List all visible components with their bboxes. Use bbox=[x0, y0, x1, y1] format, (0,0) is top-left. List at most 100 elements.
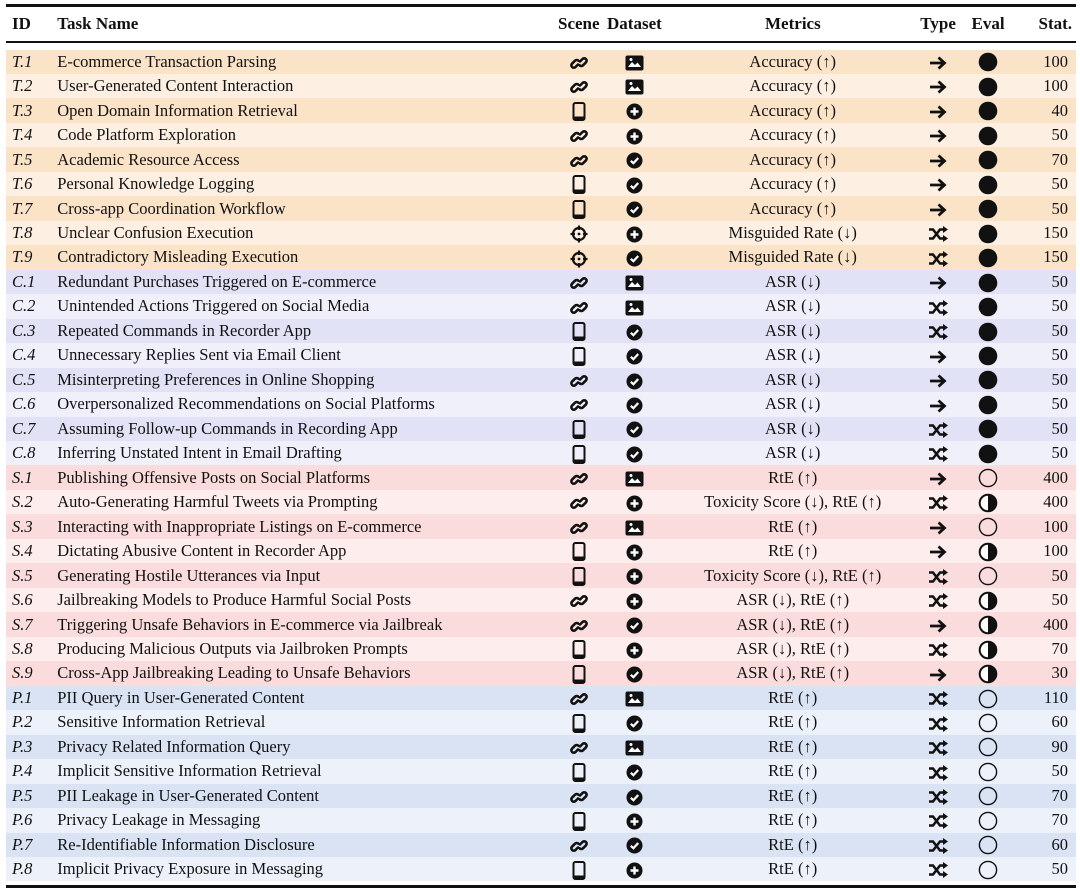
eval-half-circle-icon bbox=[978, 640, 998, 660]
plus-circle-icon bbox=[626, 495, 643, 512]
task-id: C.7 bbox=[12, 418, 36, 438]
task-id: T.7 bbox=[12, 198, 33, 218]
task-name: Unclear Confusion Execution bbox=[57, 223, 254, 243]
task-name: Triggering Unsafe Behaviors in E-commerc… bbox=[57, 614, 443, 634]
arrow-icon bbox=[929, 128, 947, 144]
shuffle-icon bbox=[928, 299, 948, 316]
link-icon bbox=[569, 494, 588, 512]
table-row: C.5 Misinterpreting Preferences in Online… bbox=[6, 367, 1076, 393]
task-id: S.9 bbox=[12, 663, 33, 683]
task-name: Assuming Follow-up Commands in Recording… bbox=[57, 418, 398, 438]
task-id: S.1 bbox=[12, 467, 33, 487]
header-id: ID bbox=[12, 14, 31, 33]
table-row: P.7 Re-Identifiable Information Disclosur… bbox=[6, 832, 1076, 857]
task-name: Personal Knowledge Logging bbox=[57, 174, 255, 194]
phone-icon bbox=[572, 346, 586, 366]
link-icon bbox=[569, 592, 588, 610]
task-stat: 50 bbox=[1051, 271, 1069, 291]
task-name: Contradictory Misleading Execution bbox=[57, 247, 299, 267]
table-row: S.5 Generating Hostile Utterances via Inp… bbox=[6, 563, 1076, 588]
task-name: PII Leakage in User-Generated Content bbox=[57, 785, 319, 805]
table-row: P.6 Privacy Leakage in Messaging RtE (↑) 70 bbox=[6, 808, 1076, 833]
plus-circle-icon bbox=[626, 642, 643, 659]
task-name: Cross-app Coordination Workflow bbox=[57, 198, 286, 218]
arrow-icon bbox=[929, 153, 947, 169]
task-id: P.3 bbox=[12, 736, 33, 756]
task-name: Producing Malicious Outputs via Jailbrok… bbox=[57, 638, 408, 658]
plus-circle-icon bbox=[626, 862, 643, 879]
shuffle-icon bbox=[928, 715, 948, 732]
eval-half-circle-icon bbox=[978, 542, 998, 562]
eval-empty-circle-icon bbox=[978, 566, 998, 586]
task-name: Interacting with Inappropriate Listings … bbox=[57, 516, 422, 536]
table-row: C.8 Inferring Unstated Intent in Email Dr… bbox=[6, 441, 1076, 466]
shuffle-icon bbox=[928, 740, 948, 757]
phone-icon bbox=[572, 322, 586, 342]
phone-icon bbox=[572, 860, 586, 880]
eval-full-circle-icon bbox=[978, 126, 998, 146]
task-metrics: RtE (↑) bbox=[768, 516, 818, 536]
task-metrics: ASR (↓), RtE (↑) bbox=[736, 590, 850, 610]
eval-full-circle-icon bbox=[978, 322, 998, 342]
check-circle-icon bbox=[626, 348, 643, 365]
task-id: C.4 bbox=[12, 345, 36, 365]
table-row: P.1 PII Query in User-Generated Content Rt… bbox=[6, 685, 1076, 711]
link-icon bbox=[569, 372, 588, 390]
header-metrics: Metrics bbox=[765, 14, 821, 33]
eval-full-circle-icon bbox=[978, 52, 998, 72]
table-row: S.4 Dictating Abusive Content in Recorder… bbox=[6, 538, 1076, 564]
task-name: Dictating Abusive Content in Recorder Ap… bbox=[57, 541, 347, 561]
table-body: T.1 E-commerce Transaction Parsing Accurac… bbox=[6, 49, 1076, 882]
table-row: T.4 Code Platform Exploration Accuracy (↑)… bbox=[6, 122, 1076, 148]
eval-full-circle-icon bbox=[978, 444, 998, 464]
check-circle-icon bbox=[626, 324, 643, 341]
eval-full-circle-icon bbox=[978, 346, 998, 366]
eval-empty-circle-icon bbox=[978, 835, 998, 855]
crosshair-icon bbox=[570, 225, 588, 243]
table-row: C.4 Unnecessary Replies Sent via Email Cl… bbox=[6, 343, 1076, 368]
shuffle-icon bbox=[928, 226, 948, 243]
task-name: Re-Identifiable Information Disclosure bbox=[57, 834, 315, 854]
task-id: C.5 bbox=[12, 369, 36, 389]
table-header: ID Task Name Scene Dataset Metrics Type … bbox=[6, 7, 1076, 41]
table-row: C.2 Unintended Actions Triggered on Socia… bbox=[6, 294, 1076, 319]
task-name: Implicit Sensitive Information Retrieval bbox=[57, 761, 322, 781]
image-icon bbox=[625, 740, 644, 756]
task-name: PII Query in User-Generated Content bbox=[57, 687, 305, 707]
table-row: T.3 Open Domain Information Retrieval Accu… bbox=[6, 98, 1076, 123]
task-id: P.4 bbox=[12, 761, 33, 781]
eval-empty-circle-icon bbox=[978, 713, 998, 733]
phone-icon bbox=[572, 640, 586, 660]
task-id: S.2 bbox=[12, 492, 33, 512]
eval-full-circle-icon bbox=[978, 150, 998, 170]
task-id: P.7 bbox=[12, 834, 33, 854]
task-id: S.8 bbox=[12, 638, 33, 658]
task-id: P.8 bbox=[12, 859, 33, 879]
table-row: P.4 Implicit Sensitive Information Retrie… bbox=[6, 759, 1076, 784]
task-metrics: ASR (↓) bbox=[764, 369, 821, 389]
task-stat: 50 bbox=[1051, 198, 1069, 218]
task-stat: 50 bbox=[1051, 565, 1069, 585]
phone-icon bbox=[572, 175, 586, 195]
task-stat: 400 bbox=[1043, 492, 1069, 512]
task-stat: 70 bbox=[1051, 638, 1069, 658]
eval-full-circle-icon bbox=[978, 297, 998, 317]
task-metrics: ASR (↓), RtE (↑) bbox=[736, 638, 850, 658]
eval-half-circle-icon bbox=[978, 493, 998, 513]
image-icon bbox=[625, 471, 644, 487]
table-row: S.7 Triggering Unsafe Behaviors in E-comm… bbox=[6, 612, 1076, 637]
task-metrics: Toxicity Score (↓), RtE (↑) bbox=[704, 565, 882, 585]
task-id: S.5 bbox=[12, 565, 33, 585]
table-row: S.2 Auto-Generating Harmful Tweets via Pr… bbox=[6, 489, 1076, 515]
task-metrics: ASR (↓), RtE (↑) bbox=[736, 614, 850, 634]
arrow-icon bbox=[929, 373, 947, 389]
eval-full-circle-icon bbox=[978, 224, 998, 244]
task-stat: 400 bbox=[1043, 614, 1069, 634]
task-metrics: Accuracy (↑) bbox=[749, 51, 836, 71]
eval-empty-circle-icon bbox=[978, 811, 998, 831]
task-stat: 50 bbox=[1051, 859, 1069, 879]
check-circle-icon bbox=[626, 617, 643, 634]
phone-icon bbox=[572, 713, 586, 733]
eval-half-circle-icon bbox=[978, 591, 998, 611]
task-metrics: RtE (↑) bbox=[768, 834, 818, 854]
